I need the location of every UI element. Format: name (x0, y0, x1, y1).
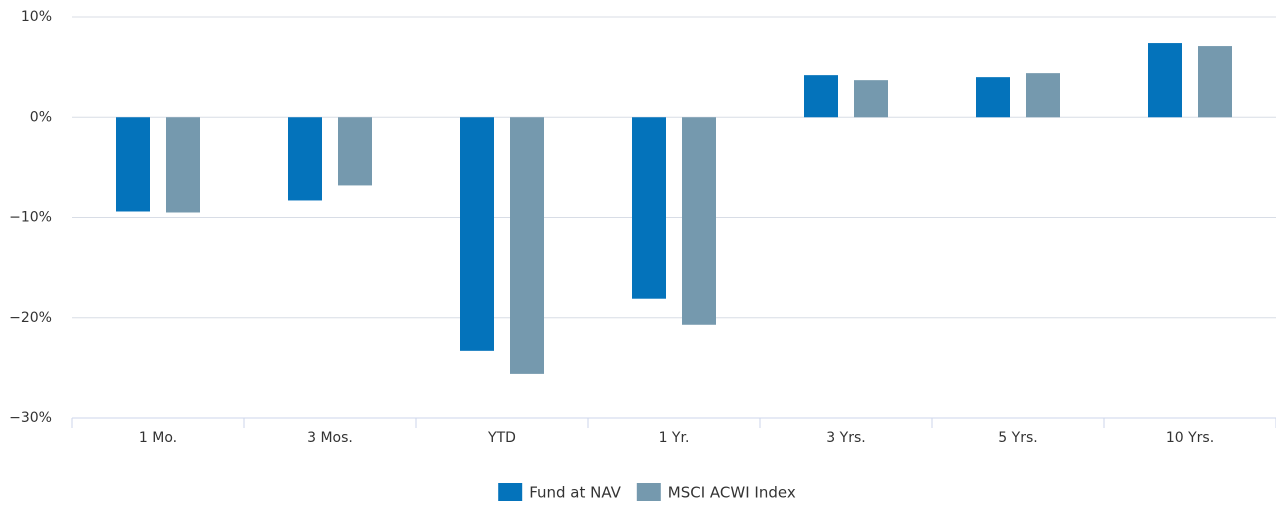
bar (1148, 43, 1182, 118)
bar (338, 117, 372, 186)
bar (854, 80, 888, 118)
legend-swatch (498, 483, 523, 501)
bar (632, 117, 666, 299)
bar (166, 117, 200, 213)
legend-label: Fund at NAV (529, 484, 621, 502)
legend-label: MSCI ACWI Index (668, 484, 796, 502)
x-tick-label: 1 Mo. (139, 430, 177, 446)
bar (976, 77, 1010, 118)
bar (1198, 46, 1232, 118)
y-tick-label: 0% (30, 109, 52, 125)
x-tick-label: 10 Yrs. (1166, 430, 1214, 446)
x-tick-label: YTD (487, 430, 516, 446)
x-tick-label: 3 Yrs. (826, 430, 865, 446)
y-tick-label: −20% (9, 310, 52, 326)
bar (460, 117, 494, 351)
y-tick-label: 10% (21, 9, 52, 25)
bar (116, 117, 150, 212)
bar (682, 117, 716, 325)
bar (804, 75, 838, 118)
x-tick-label: 5 Yrs. (998, 430, 1037, 446)
x-tick-label: 3 Mos. (307, 430, 353, 446)
bar (1026, 73, 1060, 118)
bar (288, 117, 322, 201)
bar (510, 117, 544, 374)
y-tick-label: −10% (9, 210, 52, 226)
y-tick-label: −30% (9, 410, 52, 426)
legend-swatch (636, 483, 661, 501)
x-tick-label: 1 Yr. (659, 430, 690, 446)
